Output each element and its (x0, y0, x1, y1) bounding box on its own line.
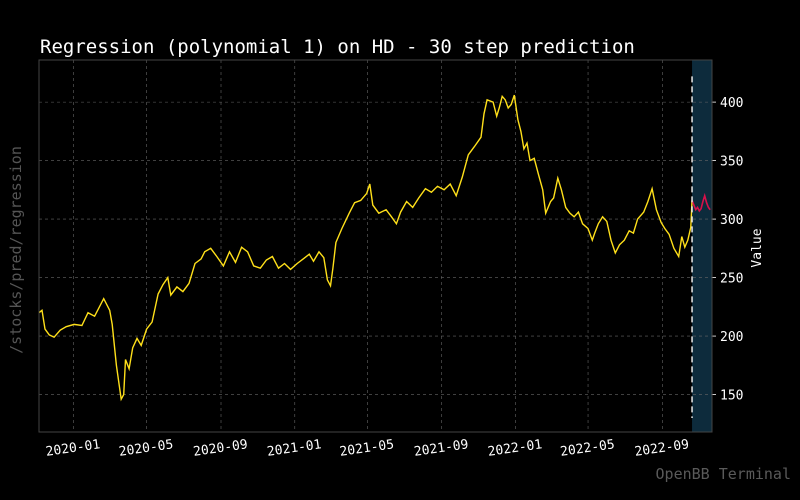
prediction-line (691, 192, 711, 213)
chart-title: Regression (polynomial 1) on HD - 30 ste… (40, 36, 635, 58)
y-axis-ticks: 150 200 250 300 350 400 (712, 96, 743, 404)
watermark: OpenBB Terminal (656, 465, 791, 483)
grid (39, 60, 712, 432)
y-tick-label: 400 (720, 96, 743, 111)
y-tick-label: 350 (720, 155, 743, 170)
forecast-band (692, 60, 712, 432)
y-axis-label: Value (750, 228, 765, 267)
y-tick-label: 200 (720, 330, 743, 345)
y-tick-label: 150 (720, 389, 743, 404)
y-tick-label: 250 (720, 272, 743, 287)
history-line (38, 94, 693, 402)
y-tick-label: 300 (720, 213, 743, 228)
side-label: /stocks/pred/regression (7, 146, 25, 354)
plot-frame (38, 59, 713, 433)
